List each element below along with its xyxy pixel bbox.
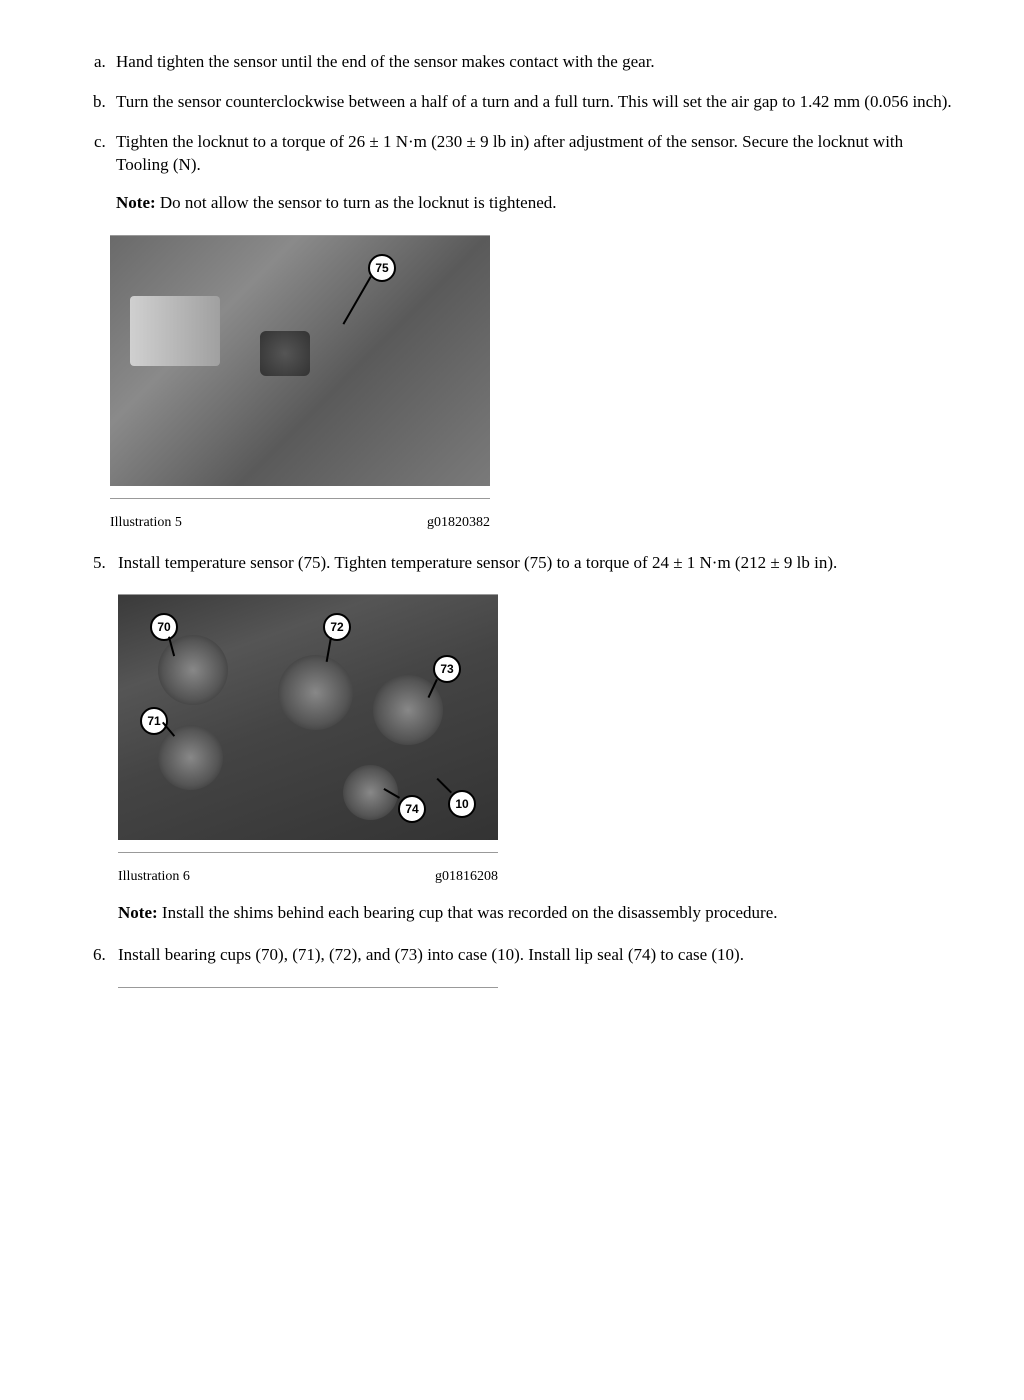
step-6: Install bearing cups (70), (71), (72), a…: [110, 943, 954, 967]
illustration-5-image: 75: [110, 236, 490, 486]
bore-shape-3: [278, 655, 353, 730]
step-5: Install temperature sensor (75). Tighten…: [110, 551, 954, 925]
step-a: Hand tighten the sensor until the end of…: [110, 50, 954, 74]
figure-5-caption-left: Illustration 5: [110, 513, 182, 533]
step-5-note-label: Note:: [118, 903, 158, 922]
step-c-text: Tighten the locknut to a torque of 26 ± …: [116, 132, 903, 175]
step-b: Turn the sensor counterclockwise between…: [110, 90, 954, 114]
figure-6-caption-left: Illustration 6: [118, 867, 190, 887]
callout-72: 72: [323, 613, 351, 641]
step-5-note-text: Install the shims behind each bearing cu…: [158, 903, 778, 922]
callout-74: 74: [398, 795, 426, 823]
figure-5-block: 75 Illustration 5 g01820382: [110, 235, 490, 533]
figure-6-caption-right: g01816208: [435, 867, 498, 887]
bore-shape-2: [158, 725, 223, 790]
illustration-6-image: 70 72 73 71 74 10: [118, 595, 498, 840]
step-a-text: Hand tighten the sensor until the end of…: [116, 52, 655, 71]
callout-10-line: [436, 778, 452, 794]
callout-70: 70: [150, 613, 178, 641]
outer-li-fig5: 75 Illustration 5 g01820382: [62, 235, 954, 533]
trailing-rule: [118, 987, 498, 988]
step-5-note: Note: Install the shims behind each bear…: [118, 901, 954, 925]
figure-6-block: 70 72 73 71 74 10 Illustration 6 g018162…: [118, 594, 498, 887]
callout-75-line: [343, 276, 372, 325]
callout-10: 10: [448, 790, 476, 818]
figure-6-caption: Illustration 6 g01816208: [118, 867, 498, 887]
bore-shape-1: [158, 635, 228, 705]
step-b-text: Turn the sensor counterclockwise between…: [116, 92, 952, 111]
figure-5-caption: Illustration 5 g01820382: [110, 513, 490, 533]
figure-5-bottom-rule: [110, 498, 490, 499]
callout-75: 75: [368, 254, 396, 282]
step-c-note-label: Note:: [116, 193, 156, 212]
figure-5-caption-right: g01820382: [427, 513, 490, 533]
figure-6-bottom-rule: [118, 852, 498, 853]
step-c: Tighten the locknut to a torque of 26 ± …: [110, 130, 954, 215]
step-5-text: Install temperature sensor (75). Tighten…: [118, 553, 837, 572]
step-6-text: Install bearing cups (70), (71), (72), a…: [118, 945, 744, 964]
step-c-note-text: Do not allow the sensor to turn as the l…: [156, 193, 557, 212]
step-c-note: Note: Do not allow the sensor to turn as…: [116, 191, 954, 215]
